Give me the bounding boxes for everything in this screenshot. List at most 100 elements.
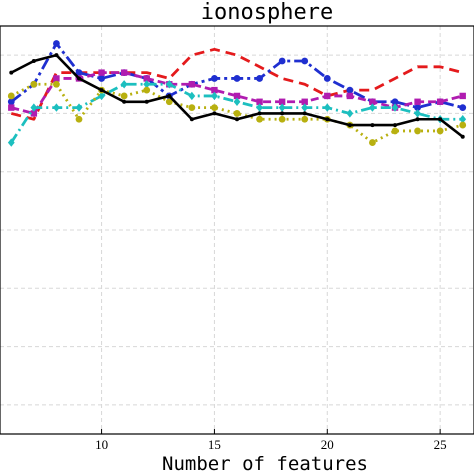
data-point: [120, 80, 128, 89]
data-point: [436, 127, 444, 135]
data-point: [370, 123, 375, 128]
data-point: [459, 92, 466, 100]
data-point: [122, 99, 127, 104]
data-point: [346, 92, 354, 100]
data-point: [438, 117, 443, 122]
data-point: [393, 123, 397, 128]
grid: [0, 26, 474, 434]
x-tick-label: 25: [434, 437, 447, 452]
data-point: [346, 109, 354, 118]
data-point: [165, 98, 173, 106]
series-group: [7, 40, 467, 147]
data-point: [346, 86, 354, 94]
data-point: [165, 80, 173, 89]
data-point: [256, 115, 263, 123]
data-point: [347, 123, 352, 128]
series-line: [10, 47, 464, 121]
data-point: [144, 99, 149, 104]
data-point: [324, 92, 331, 100]
data-point: [188, 81, 196, 88]
data-point: [211, 86, 218, 94]
series-1: [10, 47, 464, 121]
data-point: [323, 103, 331, 112]
series-4: [7, 80, 467, 147]
data-point: [325, 117, 330, 122]
data-point: [211, 91, 218, 101]
data-point: [233, 110, 241, 117]
data-point: [323, 75, 331, 82]
series-line: [10, 71, 464, 115]
data-point: [459, 121, 467, 129]
data-point: [436, 98, 444, 105]
data-point: [391, 98, 399, 106]
data-point: [369, 98, 376, 105]
data-point: [414, 127, 421, 135]
data-point: [233, 97, 241, 106]
data-point: [189, 117, 194, 122]
data-point: [415, 117, 420, 122]
data-point: [211, 75, 218, 82]
data-point: [391, 103, 399, 112]
data-point: [233, 75, 241, 82]
data-point: [75, 103, 83, 112]
data-point: [53, 75, 60, 82]
data-point: [167, 93, 172, 98]
data-point: [278, 103, 286, 112]
data-point: [233, 92, 241, 100]
data-point: [143, 80, 151, 89]
data-point: [391, 127, 399, 135]
data-point: [414, 109, 421, 118]
x-tick-group: 10 15 20 25: [95, 429, 447, 452]
data-point: [99, 88, 104, 93]
data-point: [7, 138, 15, 147]
plot-frame: [0, 25, 474, 435]
data-point: [256, 103, 263, 112]
data-point: [256, 75, 263, 82]
data-point: [257, 111, 262, 116]
data-point: [188, 91, 196, 101]
data-point: [120, 92, 128, 100]
data-point: [75, 115, 83, 123]
chart-title: ionosphere: [201, 0, 333, 25]
data-point: [211, 104, 218, 111]
data-point: [301, 115, 309, 123]
data-point: [30, 103, 38, 112]
data-point: [143, 86, 151, 94]
data-point: [278, 57, 286, 65]
data-point: [302, 111, 307, 116]
data-point: [53, 80, 60, 88]
data-point: [278, 98, 286, 105]
data-point: [459, 115, 467, 124]
data-point: [301, 57, 309, 65]
data-point: [7, 92, 15, 100]
data-point: [301, 98, 308, 105]
data-point: [77, 76, 81, 81]
data-point: [75, 69, 83, 77]
data-point: [8, 104, 15, 111]
data-point: [460, 134, 465, 139]
data-point: [143, 75, 150, 82]
data-point: [278, 115, 286, 123]
data-point: [98, 91, 105, 101]
x-tick-label: 15: [208, 437, 221, 452]
x-tick-label: 10: [95, 437, 108, 452]
data-point: [7, 98, 15, 106]
data-point: [235, 117, 239, 122]
data-point: [53, 40, 60, 47]
data-point: [414, 98, 421, 105]
data-point: [54, 53, 59, 58]
data-point: [98, 75, 105, 82]
data-point: [120, 69, 128, 76]
data-point: [369, 103, 376, 112]
data-point: [369, 139, 376, 146]
x-tick-label: 20: [321, 437, 334, 452]
series-6: [9, 53, 465, 139]
data-point: [212, 111, 217, 116]
data-point: [414, 104, 421, 111]
series-line: [10, 82, 464, 144]
data-point: [256, 98, 263, 105]
data-point: [30, 80, 38, 88]
data-point: [98, 69, 105, 76]
data-point: [188, 104, 196, 111]
